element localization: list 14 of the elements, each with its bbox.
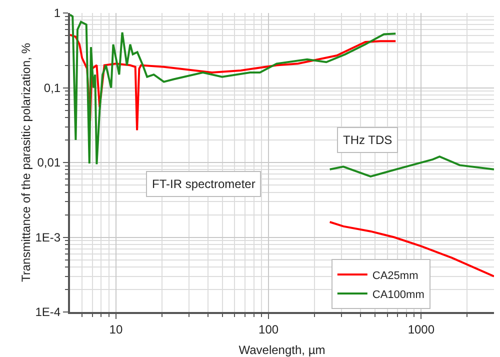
x-tick-label: 10 — [109, 322, 123, 336]
y-axis-title: Transmittance of the parasitic polarization, % — [19, 42, 34, 282]
y-tick-label: 1E-4 — [35, 305, 61, 320]
x-axis-title: Wavelength, µm — [238, 343, 326, 357]
annotation: THz TDS — [343, 133, 392, 147]
legend-label: CA100mm — [372, 288, 424, 301]
x-tick-label: 1000 — [408, 322, 435, 336]
y-tick-label: 0,1 — [44, 80, 61, 95]
legend-label: CA25mm — [372, 270, 418, 282]
y-tick-label: 1E-3 — [35, 230, 61, 244]
x-tick-label: 100 — [258, 322, 279, 336]
y-tick-label: 0,01 — [37, 156, 61, 170]
y-tick-label: 1 — [54, 6, 61, 20]
annotation: FT-IR spectrometer — [152, 177, 256, 191]
